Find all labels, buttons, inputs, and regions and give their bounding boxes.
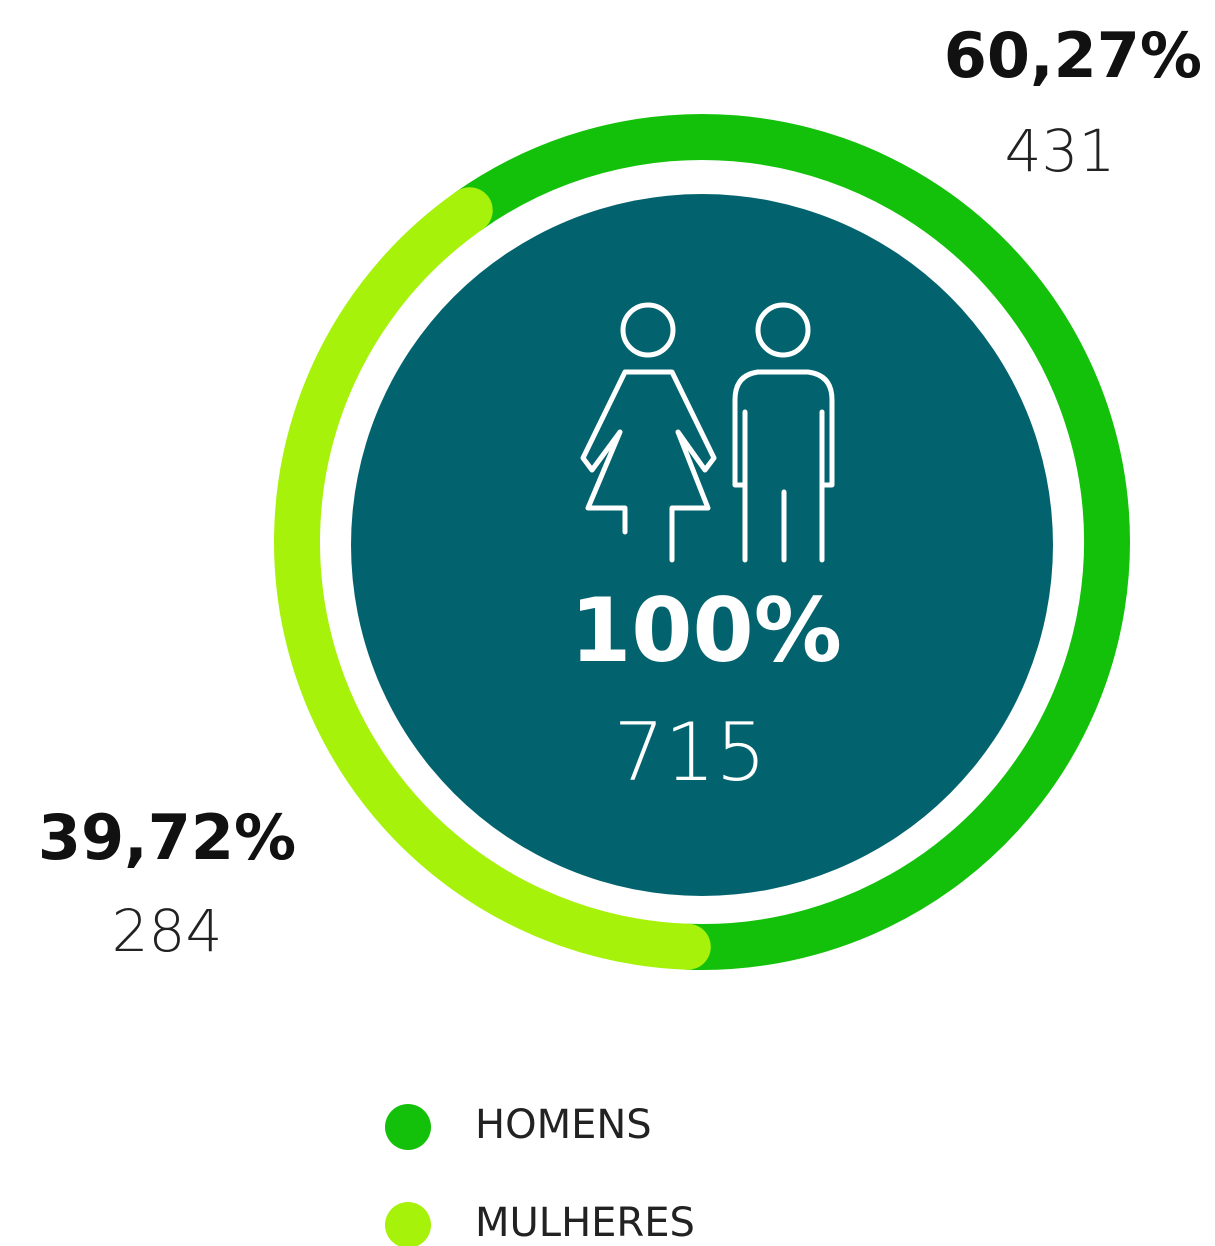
center-percent: 100% <box>570 579 842 682</box>
percent-label: 60,27% <box>944 19 1202 92</box>
people-icon <box>580 302 835 563</box>
legend-swatch <box>385 1104 431 1150</box>
donut-segment <box>446 114 1130 970</box>
center-total: 715 <box>614 706 767 799</box>
legend-label: MULHERES <box>475 1200 695 1246</box>
center-disk <box>351 194 1053 896</box>
value-label: 284 <box>112 897 223 965</box>
legend-label: HOMENS <box>475 1102 652 1148</box>
value-label: 431 <box>1005 117 1116 185</box>
percent-label: 39,72% <box>38 801 296 874</box>
donut-segment <box>274 187 711 970</box>
legend-swatch <box>385 1202 431 1246</box>
